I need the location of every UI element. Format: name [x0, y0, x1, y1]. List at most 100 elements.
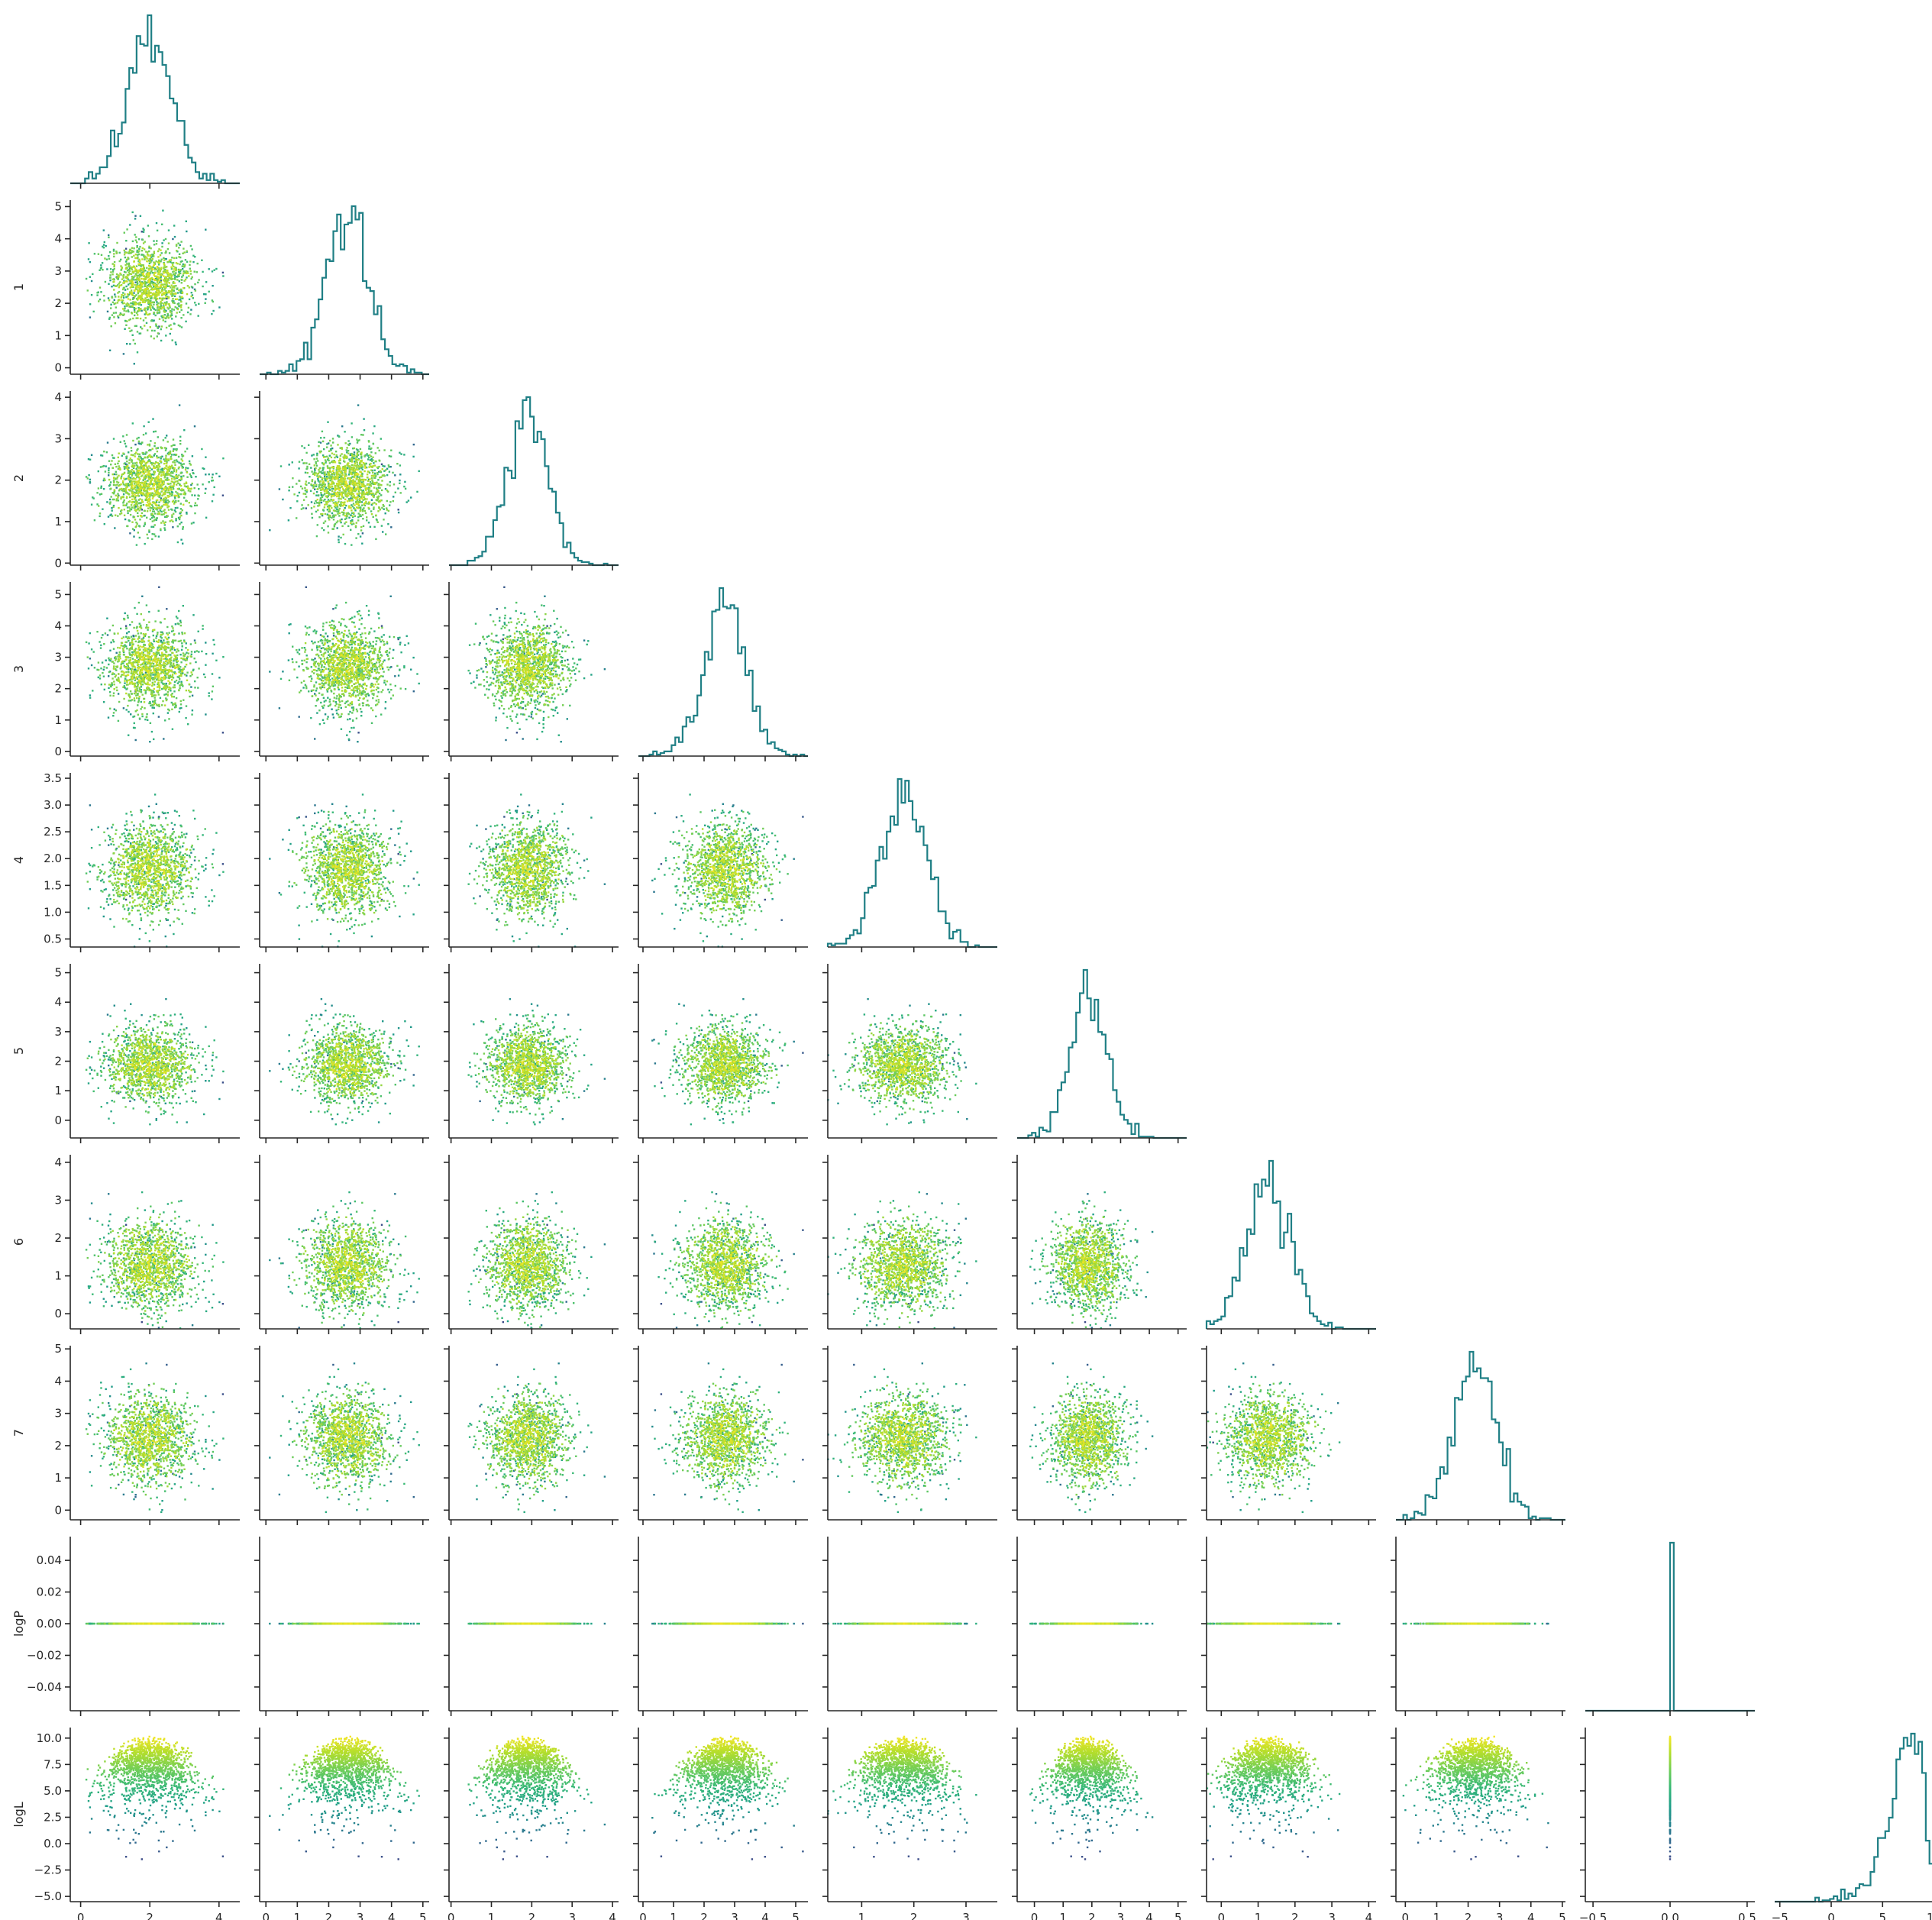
scatter-point — [89, 303, 91, 305]
scatter-point — [222, 272, 224, 273]
scatter-point — [134, 215, 136, 217]
scatter-point — [125, 248, 127, 250]
scatter-point — [156, 222, 157, 224]
scatter-point — [160, 340, 162, 341]
scatter-point — [164, 314, 166, 315]
scatter-point — [88, 258, 89, 260]
scatter-point — [179, 254, 180, 255]
scatter-point — [205, 281, 207, 283]
scatter-point — [166, 298, 167, 299]
scatter-point — [120, 259, 121, 260]
scatter-point — [134, 218, 136, 219]
scatter-point — [150, 298, 151, 299]
scatter-point — [125, 260, 127, 262]
scatter-point — [103, 244, 105, 245]
scatter-point — [197, 282, 199, 283]
scatter-point — [212, 270, 213, 272]
scatter-point — [123, 297, 124, 299]
scatter-point — [180, 261, 182, 263]
scatter-point — [191, 292, 192, 293]
scatter-point — [190, 309, 192, 310]
scatter-point — [203, 293, 205, 295]
scatter-point — [103, 247, 105, 248]
scatter-point — [215, 268, 217, 270]
scatter-point — [124, 328, 125, 330]
scatter-point — [132, 241, 134, 242]
scatter-point — [89, 261, 91, 263]
scatter-point — [161, 242, 163, 244]
scatter-point — [191, 248, 192, 250]
scatter-point — [198, 315, 199, 316]
scatter-point — [141, 310, 142, 312]
scatter-point — [171, 268, 173, 270]
scatter-point — [155, 309, 157, 311]
scatter-point — [175, 341, 176, 343]
panel-0-vs-0 — [70, 15, 240, 189]
scatter-point — [137, 351, 138, 353]
scatter-point — [202, 286, 203, 287]
scatter-point — [135, 282, 137, 283]
scatter-point — [153, 240, 154, 241]
scatter-point — [201, 260, 202, 261]
scatter-point — [143, 231, 144, 233]
scatter-point — [110, 304, 111, 305]
scatter-point — [106, 259, 108, 260]
scatter-point — [140, 332, 141, 334]
scatter-point — [140, 215, 141, 217]
scatter-point — [187, 312, 189, 313]
scatter-point — [143, 229, 144, 231]
scatter-point — [89, 316, 91, 318]
scatter-point — [165, 238, 166, 240]
scatter-point — [212, 285, 213, 286]
scatter-point — [212, 310, 214, 312]
scatter-point — [155, 315, 157, 316]
scatter-point — [94, 253, 95, 254]
scatter-point — [170, 333, 171, 335]
scatter-point — [161, 252, 163, 254]
scatter-point — [103, 229, 105, 231]
scatter-point — [174, 296, 176, 297]
scatter-point — [99, 299, 101, 300]
scatter-point — [96, 292, 98, 293]
scatter-point — [161, 224, 163, 225]
scatter-point — [153, 320, 155, 322]
scatter-point — [197, 263, 199, 264]
scatter-point — [179, 292, 181, 293]
scatter-point — [153, 244, 155, 245]
scatter-point — [134, 343, 136, 344]
scatter-point — [134, 363, 135, 364]
scatter-point — [122, 292, 124, 293]
scatter-point — [175, 344, 176, 345]
scatter-point — [99, 270, 100, 271]
scatter-point — [141, 304, 142, 305]
scatter-point — [119, 252, 121, 254]
scatter-point — [153, 330, 155, 331]
scatter-point — [107, 311, 108, 312]
scatter-point — [183, 263, 184, 265]
scatter-point — [208, 268, 210, 270]
scatter-point — [102, 262, 103, 263]
scatter-point — [109, 350, 111, 351]
scatter-point — [147, 225, 149, 226]
scatter-point — [205, 229, 206, 231]
scatter-point — [190, 245, 192, 247]
scatter-point — [195, 304, 196, 305]
scatter-point — [165, 335, 166, 336]
scatter-point — [181, 309, 183, 311]
scatter-point — [156, 240, 157, 241]
scatter-point — [106, 268, 108, 270]
scatter-point — [178, 305, 179, 307]
scatter-point — [123, 353, 124, 354]
scatter-point — [108, 255, 109, 257]
scatter-point — [126, 343, 128, 344]
scatter-point — [186, 221, 187, 222]
scatter-point — [141, 231, 143, 232]
scatter-point — [198, 303, 199, 305]
scatter-point — [202, 271, 203, 273]
scatter-point — [108, 258, 110, 260]
scatter-point — [109, 280, 111, 281]
scatter-point — [189, 313, 191, 315]
scatter-point — [91, 294, 92, 296]
scatter-point — [125, 240, 127, 241]
